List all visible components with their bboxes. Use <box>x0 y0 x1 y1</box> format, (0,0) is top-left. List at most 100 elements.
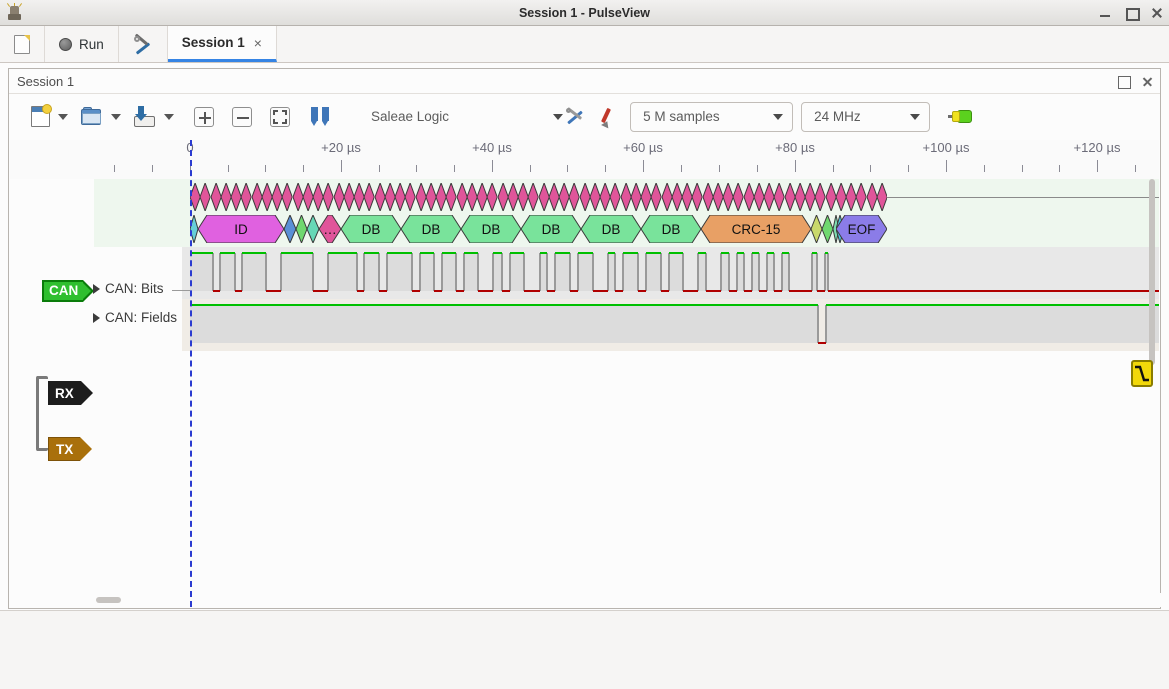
can-bit-annotation[interactable] <box>785 183 795 211</box>
tab-session-1[interactable]: Session 1 × <box>167 26 277 62</box>
can-bit-annotation[interactable] <box>856 183 866 211</box>
can-bit-annotation[interactable] <box>518 183 528 211</box>
tab-close-icon[interactable]: × <box>253 34 262 51</box>
device-connect-icon[interactable] <box>948 109 973 125</box>
chevron-down-icon[interactable] <box>910 113 921 120</box>
can-bit-annotation[interactable] <box>682 183 692 211</box>
can-bit-annotation[interactable] <box>416 183 426 211</box>
can-field-annotation[interactable] <box>822 215 833 243</box>
can-field-annotation[interactable]: EOF <box>836 215 887 243</box>
sample-count-select[interactable]: 5 M samples <box>630 101 794 132</box>
can-bit-annotation[interactable] <box>313 183 323 211</box>
expander-triangle-icon[interactable] <box>93 312 100 323</box>
can-bit-annotation[interactable] <box>446 183 456 211</box>
channel-badge-tx[interactable]: TX <box>48 437 93 461</box>
decoder-row-can-fields[interactable]: CAN: Fields <box>93 310 177 325</box>
can-bit-annotation[interactable] <box>590 183 600 211</box>
can-bit-annotation[interactable] <box>487 183 497 211</box>
trigger-cursor-line[interactable] <box>190 140 192 607</box>
can-bit-annotation[interactable] <box>354 183 364 211</box>
can-bit-annotation[interactable] <box>774 183 784 211</box>
channel-badge-rx[interactable]: RX <box>48 381 93 405</box>
can-bit-annotation[interactable] <box>836 183 846 211</box>
can-bit-annotation[interactable] <box>703 183 713 211</box>
close-icon[interactable] <box>1151 7 1163 19</box>
can-bit-annotation[interactable] <box>262 183 272 211</box>
can-field-annotation[interactable] <box>811 215 822 243</box>
settings-button[interactable] <box>119 26 168 62</box>
can-bit-annotation[interactable] <box>303 183 313 211</box>
can-bit-annotation[interactable] <box>508 183 518 211</box>
can-bit-annotation[interactable] <box>272 183 282 211</box>
can-bit-annotation[interactable] <box>426 183 436 211</box>
zoom-fit-button[interactable] <box>270 106 290 127</box>
can-bit-annotation[interactable] <box>826 183 836 211</box>
can-bit-annotation[interactable] <box>211 183 221 211</box>
can-field-annotation[interactable]: DB <box>461 215 521 243</box>
can-bit-annotation[interactable] <box>323 183 333 211</box>
expander-triangle-icon[interactable] <box>93 283 100 294</box>
can-field-annotation[interactable]: DB <box>401 215 461 243</box>
can-bit-annotation[interactable] <box>815 183 825 211</box>
can-bit-annotation[interactable] <box>498 183 508 211</box>
can-bit-annotation[interactable] <box>795 183 805 211</box>
can-bit-annotation[interactable] <box>549 183 559 211</box>
can-bit-annotation[interactable] <box>641 183 651 211</box>
chevron-down-icon[interactable] <box>553 113 564 120</box>
can-bit-annotation[interactable] <box>252 183 262 211</box>
can-bit-annotation[interactable] <box>375 183 385 211</box>
decoder-badge-can[interactable]: CAN <box>42 280 95 302</box>
can-bit-annotation[interactable] <box>662 183 672 211</box>
can-bit-annotation[interactable] <box>364 183 374 211</box>
can-field-annotation[interactable]: DB <box>521 215 581 243</box>
maximize-icon[interactable] <box>1125 7 1140 21</box>
can-bit-annotation[interactable] <box>867 183 877 211</box>
can-bit-annotation[interactable] <box>467 183 477 211</box>
can-bit-annotation[interactable] <box>805 183 815 211</box>
can-bit-annotation[interactable] <box>282 183 292 211</box>
new-session-button[interactable] <box>31 104 68 127</box>
falling-edge-trigger-icon[interactable] <box>1131 360 1153 387</box>
can-bit-annotation[interactable] <box>754 183 764 211</box>
can-bit-annotation[interactable] <box>846 183 856 211</box>
can-bit-annotation[interactable] <box>241 183 251 211</box>
can-bit-annotation[interactable] <box>692 183 702 211</box>
can-bit-annotation[interactable] <box>231 183 241 211</box>
can-bit-annotation[interactable] <box>528 183 538 211</box>
can-bit-annotation[interactable] <box>764 183 774 211</box>
can-bit-annotation[interactable] <box>733 183 743 211</box>
can-bit-annotation[interactable] <box>395 183 405 211</box>
can-field-annotation[interactable] <box>296 215 307 243</box>
can-bit-annotation[interactable] <box>600 183 610 211</box>
can-bit-annotation[interactable] <box>334 183 344 211</box>
can-bit-annotation[interactable] <box>569 183 579 211</box>
can-bit-annotation[interactable] <box>405 183 415 211</box>
can-bit-annotation[interactable] <box>610 183 620 211</box>
run-button[interactable]: Run <box>45 26 119 62</box>
sample-rate-select[interactable]: 24 MHz <box>801 101 931 132</box>
can-field-annotation[interactable]: DB <box>581 215 641 243</box>
can-field-annotation[interactable]: … <box>319 215 341 243</box>
can-bit-annotation[interactable] <box>621 183 631 211</box>
minimize-icon[interactable] <box>1099 7 1111 19</box>
new-session-button[interactable] <box>0 26 45 62</box>
can-bit-annotation[interactable] <box>631 183 641 211</box>
can-bit-annotation[interactable] <box>477 183 487 211</box>
can-bit-annotation[interactable] <box>293 183 303 211</box>
time-ruler[interactable]: 0 +20 µs +40 µs +60 µs +80 µs +100 µs +120 µs <box>10 140 1159 179</box>
can-bit-annotation[interactable] <box>344 183 354 211</box>
can-bit-annotation[interactable] <box>723 183 733 211</box>
chevron-down-icon[interactable] <box>58 113 68 120</box>
horizontal-scrollbar[interactable] <box>10 593 1161 607</box>
chevron-down-icon[interactable] <box>164 113 174 120</box>
decoder-row-can-bits[interactable]: CAN: Bits <box>93 281 164 296</box>
can-fields-annotations[interactable]: ID… DB DB DB DB DB DB CRC-15 EOF <box>10 215 1159 243</box>
can-field-annotation[interactable]: CRC-15 <box>701 215 811 243</box>
device-config-button[interactable] <box>565 106 587 127</box>
can-field-annotation[interactable]: ID <box>198 215 284 243</box>
can-bit-annotation[interactable] <box>580 183 590 211</box>
close-icon[interactable] <box>1142 76 1153 87</box>
show-cursors-button[interactable] <box>309 106 331 127</box>
can-bit-annotation[interactable] <box>559 183 569 211</box>
can-bit-annotation[interactable] <box>200 183 210 211</box>
